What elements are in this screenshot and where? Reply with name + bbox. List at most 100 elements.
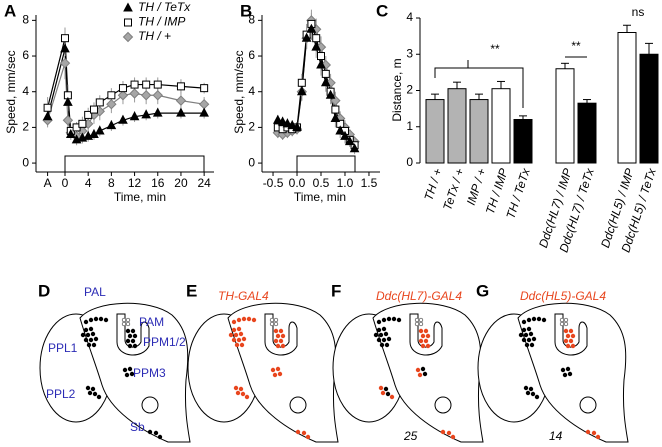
bar	[425, 99, 445, 164]
neuron-dot	[528, 331, 534, 337]
brain	[477, 302, 629, 443]
pam-dot	[414, 317, 420, 323]
cluster-label: PPM1/2	[143, 335, 186, 349]
neuron-dot	[238, 386, 244, 392]
pam-dot	[125, 317, 131, 323]
y-tick-label: 2	[22, 120, 29, 134]
panel-label: G	[476, 281, 489, 300]
legend-label: TH / IMP	[138, 15, 185, 29]
neuron-dot	[562, 372, 568, 378]
pam-dot	[273, 317, 279, 323]
marker	[320, 77, 331, 87]
x-tick-label: 12	[128, 176, 142, 190]
neuron-dot	[103, 317, 109, 323]
neuron-dot	[378, 385, 384, 391]
neuron-dot	[93, 316, 99, 322]
brain-diagrams	[39, 302, 629, 443]
marker	[59, 57, 71, 69]
neuron-dot	[90, 386, 96, 392]
neuron-dot	[92, 391, 98, 397]
neuron-dot	[90, 331, 96, 337]
driver-label: Ddc(HL7)-GAL4	[376, 289, 462, 303]
neuron-dot	[373, 332, 379, 338]
cluster-label: Sb	[130, 420, 145, 434]
neuron-dot	[228, 332, 234, 338]
bar	[639, 53, 659, 164]
marker	[277, 116, 288, 126]
bar	[617, 32, 637, 164]
neuron-dot	[386, 316, 392, 322]
pam-dot	[121, 321, 127, 327]
y-tick-label: 8	[248, 13, 255, 27]
neuron-dot	[91, 342, 97, 348]
marker	[198, 98, 210, 110]
neuron-dot	[528, 386, 534, 392]
bar	[491, 88, 511, 164]
neuron-dot	[88, 326, 94, 332]
neuron-dot	[386, 336, 392, 342]
neuron-dot	[96, 394, 102, 400]
neuron-dot	[273, 338, 279, 344]
neuron-dot	[124, 372, 130, 378]
y-tick-label: 2	[406, 83, 413, 97]
marker	[306, 23, 317, 33]
marker	[152, 90, 163, 101]
neuron-dot	[376, 337, 382, 343]
neuron-dot	[236, 317, 242, 323]
panel-label: D	[38, 281, 50, 300]
neuron-dot	[85, 385, 91, 391]
marker	[107, 91, 116, 100]
x-tick-label: 0.0	[289, 176, 306, 190]
neuron-dot	[83, 327, 89, 333]
marker	[175, 95, 187, 106]
pam-dot	[269, 321, 275, 327]
marker	[60, 34, 69, 43]
neuron-dot	[88, 317, 94, 323]
neuron-dot	[246, 316, 252, 322]
neuron-dot	[234, 342, 240, 348]
marker	[312, 34, 321, 43]
marker	[321, 69, 330, 78]
neuron-dot	[80, 332, 86, 338]
neuron-dot	[273, 328, 279, 334]
x-tick-label: 0	[62, 176, 69, 190]
neuron-dot	[391, 316, 397, 322]
marker	[292, 121, 302, 131]
neuron-dot	[85, 332, 91, 338]
pam-dot	[414, 321, 420, 327]
pam-dot	[563, 317, 569, 323]
neuron-dot	[568, 338, 574, 344]
y-tick-label: 0	[248, 155, 255, 169]
count: 25	[403, 429, 418, 443]
neuron-dot	[127, 366, 133, 372]
y-tick-label: 4	[248, 84, 255, 98]
driver-label: TH-GAL4	[218, 289, 269, 303]
neuron-dot	[565, 366, 571, 372]
y-tick-label: 6	[22, 48, 29, 62]
marker	[297, 78, 306, 87]
marker	[118, 114, 128, 124]
neuron-dot	[275, 366, 281, 372]
cluster-label: PPL1	[48, 341, 78, 355]
neuron-dot	[235, 390, 241, 396]
marker	[344, 136, 355, 146]
y-label: Speed, mm/sec	[232, 50, 246, 133]
marker	[140, 90, 152, 101]
neuron-dot	[420, 366, 426, 372]
neuron-dot	[526, 326, 532, 332]
marker	[124, 18, 132, 27]
stimulus-box	[296, 155, 356, 173]
neuron-dot	[525, 390, 531, 396]
neuron-dot	[446, 430, 452, 436]
annotation: ns	[632, 5, 645, 19]
neuron-dot	[524, 342, 530, 348]
neuron-dot	[88, 337, 94, 343]
marker	[287, 120, 298, 130]
neuron-dot	[422, 371, 428, 377]
neuron-dot	[236, 337, 242, 343]
neuron-dot	[531, 316, 537, 322]
marker	[301, 32, 312, 42]
neuron-dot	[521, 327, 527, 333]
neuron-dot	[157, 434, 163, 440]
